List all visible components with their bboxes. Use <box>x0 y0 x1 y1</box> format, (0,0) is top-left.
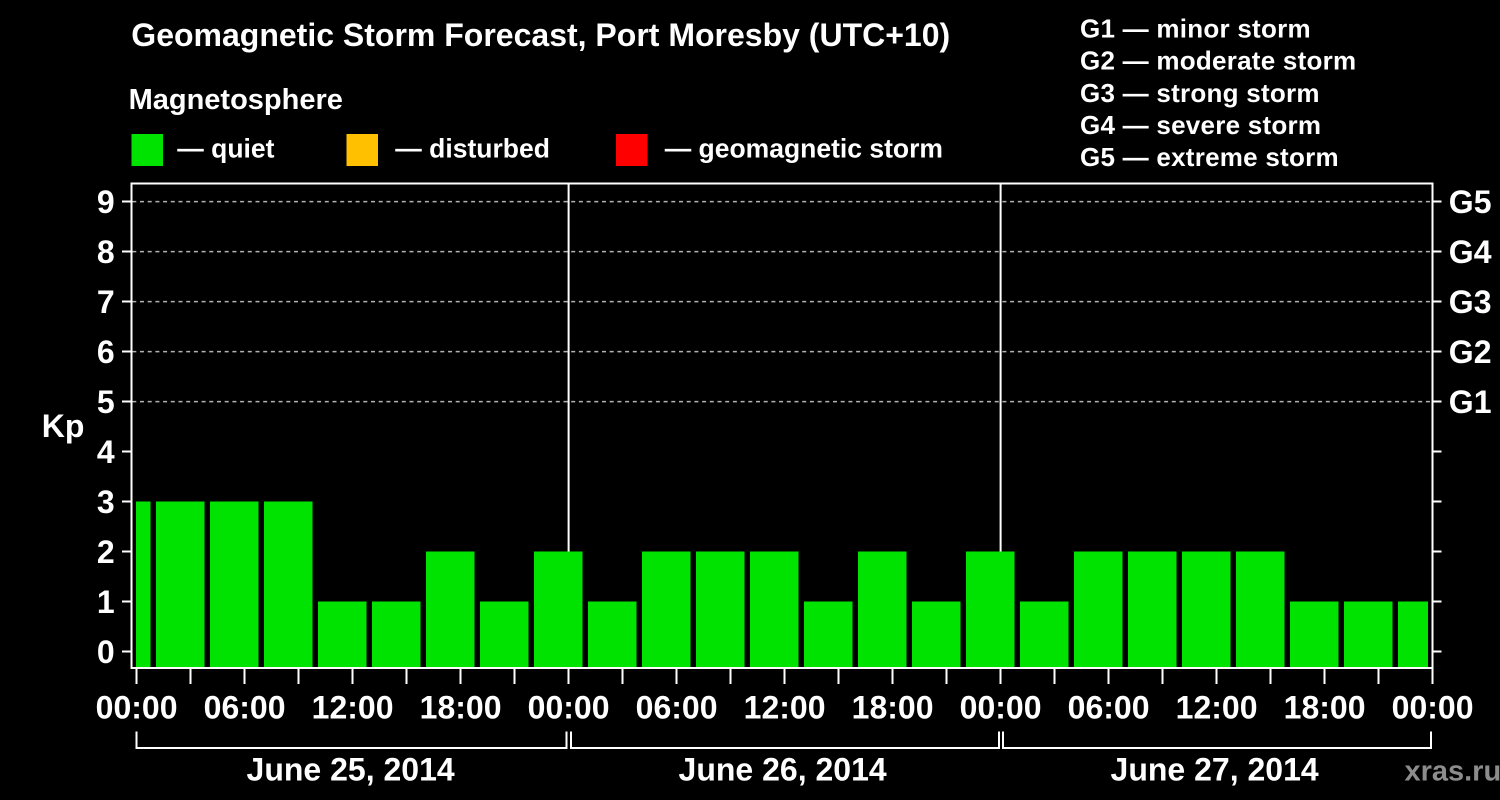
svg-text:G4 — severe storm: G4 — severe storm <box>1080 110 1321 140</box>
svg-text:G2: G2 <box>1449 334 1492 370</box>
svg-text:Kp: Kp <box>42 408 85 444</box>
svg-text:4: 4 <box>97 434 115 470</box>
svg-text:— geomagnetic storm: — geomagnetic storm <box>665 134 943 164</box>
svg-text:7: 7 <box>97 284 115 320</box>
svg-text:G5 — extreme storm: G5 — extreme storm <box>1080 142 1339 172</box>
svg-text:00:00: 00:00 <box>960 690 1042 726</box>
svg-text:18:00: 18:00 <box>1284 690 1366 726</box>
svg-text:18:00: 18:00 <box>852 690 934 726</box>
svg-text:Geomagnetic Storm Forecast, Po: Geomagnetic Storm Forecast, Port Moresby… <box>131 17 950 53</box>
svg-text:G3 — strong storm: G3 — strong storm <box>1080 78 1320 108</box>
svg-text:12:00: 12:00 <box>1176 690 1258 726</box>
svg-text:G4: G4 <box>1449 234 1492 270</box>
svg-text:06:00: 06:00 <box>1068 690 1150 726</box>
svg-text:G1 — minor storm: G1 — minor storm <box>1080 13 1311 43</box>
svg-text:00:00: 00:00 <box>1392 690 1474 726</box>
svg-text:G3: G3 <box>1449 284 1492 320</box>
svg-text:00:00: 00:00 <box>528 690 610 726</box>
svg-text:12:00: 12:00 <box>744 690 826 726</box>
svg-text:1: 1 <box>97 584 115 620</box>
svg-text:9: 9 <box>97 184 115 220</box>
svg-text:xras.ru: xras.ru <box>1404 756 1500 788</box>
svg-text:— quiet: — quiet <box>177 134 274 164</box>
svg-text:G1: G1 <box>1449 384 1492 420</box>
svg-text:06:00: 06:00 <box>204 690 286 726</box>
svg-text:12:00: 12:00 <box>312 690 394 726</box>
svg-text:3: 3 <box>97 484 115 520</box>
svg-text:G2 — moderate storm: G2 — moderate storm <box>1080 46 1356 76</box>
svg-text:— disturbed: — disturbed <box>395 134 550 164</box>
svg-text:2: 2 <box>97 534 115 570</box>
svg-text:June 25, 2014: June 25, 2014 <box>247 751 455 787</box>
svg-text:June 27, 2014: June 27, 2014 <box>1111 751 1319 787</box>
svg-text:G5: G5 <box>1449 184 1492 220</box>
svg-text:18:00: 18:00 <box>420 690 502 726</box>
svg-text:Magnetosphere: Magnetosphere <box>129 84 343 116</box>
svg-text:June 26, 2014: June 26, 2014 <box>679 751 887 787</box>
svg-text:00:00: 00:00 <box>96 690 178 726</box>
svg-text:0: 0 <box>97 634 115 670</box>
svg-text:8: 8 <box>97 234 115 270</box>
svg-text:5: 5 <box>97 384 115 420</box>
svg-text:06:00: 06:00 <box>636 690 718 726</box>
svg-text:6: 6 <box>97 334 115 370</box>
